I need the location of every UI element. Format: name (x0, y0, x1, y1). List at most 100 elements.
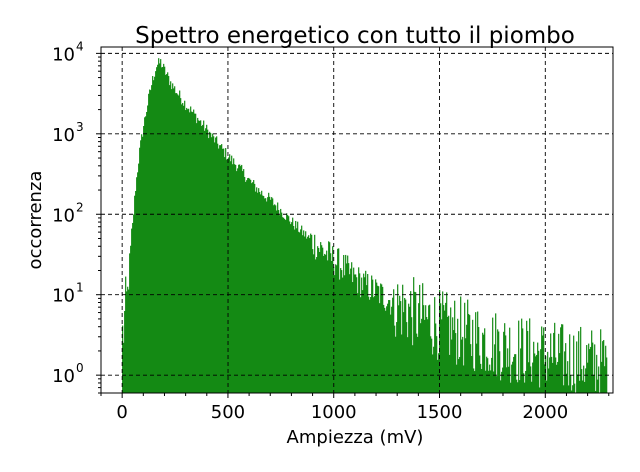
histogram-bar (576, 341, 578, 393)
histogram-bar (427, 319, 429, 393)
histogram-bar (463, 365, 465, 393)
histogram-bar (185, 110, 187, 393)
histogram-bar (307, 236, 309, 393)
histogram-bar (199, 120, 201, 394)
histogram-bar (564, 351, 566, 393)
histogram-bar (493, 371, 495, 393)
histogram-bar (175, 93, 177, 393)
histogram-bar (554, 322, 556, 393)
histogram-bar (392, 297, 394, 393)
histogram-bar (464, 302, 466, 393)
histogram-bar (507, 348, 509, 393)
histogram-bar (326, 250, 328, 393)
histogram-bar (567, 361, 569, 393)
histogram-bar (222, 148, 224, 393)
histogram-bar (209, 131, 211, 394)
histogram-bar (530, 366, 532, 393)
histogram-bar (331, 260, 333, 393)
histogram-bar (465, 338, 467, 393)
histogram-bar (588, 343, 590, 393)
histogram-bar (296, 228, 298, 393)
histogram-bar (519, 380, 521, 393)
histogram-bar (355, 274, 357, 393)
histogram-bar (496, 376, 498, 393)
histogram-bar (423, 305, 425, 393)
histogram-bar (528, 362, 530, 393)
histogram-bar (204, 130, 206, 393)
histogram-bar (203, 120, 205, 394)
x-tick-label: 1500 (417, 402, 463, 423)
histogram-bar (257, 192, 259, 393)
histogram-bar (281, 212, 283, 393)
histogram-bar (376, 282, 378, 393)
histogram-bar (365, 270, 367, 393)
histogram-bar (335, 264, 337, 393)
y-tick-label: 10 (52, 286, 75, 307)
histogram-bar (488, 370, 490, 393)
histogram-bar (373, 297, 375, 393)
histogram-bar (138, 163, 140, 393)
histogram-bar (481, 369, 483, 393)
histogram-bar (184, 100, 186, 393)
y-tick-label: 10 (52, 125, 75, 146)
histogram-bar (146, 111, 148, 394)
x-axis-ticks: 0 500 1000 1500 2000 (100, 393, 610, 423)
histogram-bar (362, 290, 364, 393)
histogram-bar (492, 317, 494, 393)
histogram-bar (272, 198, 274, 393)
histogram-bar (537, 342, 539, 393)
histogram-bar (414, 291, 416, 393)
histogram-bar (393, 289, 395, 393)
histogram-bar (514, 354, 516, 393)
x-axis-label: Ampiezza (mV) (287, 427, 424, 448)
histogram-bar (192, 112, 194, 393)
histogram-bar (379, 303, 381, 393)
histogram-bar (485, 370, 487, 393)
histogram-bar (557, 361, 559, 393)
histogram-bar (517, 382, 519, 393)
histogram-bar (168, 76, 170, 393)
histogram-bar (176, 93, 178, 393)
histogram-bar (267, 197, 269, 393)
histogram-bar (586, 345, 588, 393)
histogram-bar (246, 180, 248, 393)
histogram-bar (324, 253, 326, 393)
histogram-bar (344, 275, 346, 393)
histogram-bar (174, 86, 176, 394)
histogram-bar (421, 318, 423, 393)
histogram-bar (212, 133, 214, 393)
histogram-bar (416, 333, 418, 393)
histogram-bar (214, 142, 216, 393)
histogram-bar (178, 95, 180, 394)
histogram-bar (290, 224, 292, 393)
histogram-bar (450, 307, 452, 393)
histogram-bar (446, 292, 448, 393)
y-tick-exponent: 2 (76, 200, 84, 214)
histogram-bar (592, 342, 594, 393)
histogram-bar (579, 380, 581, 393)
histogram-bar (328, 241, 330, 393)
histogram-bar (300, 229, 302, 393)
histogram-bar (504, 323, 506, 393)
plot-area-frame (100, 46, 614, 394)
histogram-bar (369, 299, 371, 393)
histogram-bar (260, 194, 262, 393)
histogram-bar (546, 380, 548, 393)
histogram-bar (235, 164, 237, 393)
histogram-bar (396, 322, 398, 393)
histogram-bar (533, 341, 535, 393)
histogram-bar (250, 179, 252, 393)
histogram-bar (330, 253, 332, 393)
histogram-bar (399, 295, 401, 393)
histogram-bar (276, 210, 278, 393)
histogram-bar (268, 192, 270, 393)
histogram-bar (252, 182, 254, 393)
histogram-bar (285, 220, 287, 393)
histogram-bar (368, 296, 370, 393)
histogram-bar (529, 318, 531, 393)
histogram-bar (441, 319, 443, 393)
histogram-bar (437, 359, 439, 393)
histogram-bar (318, 247, 320, 393)
histogram-bar (494, 344, 496, 393)
